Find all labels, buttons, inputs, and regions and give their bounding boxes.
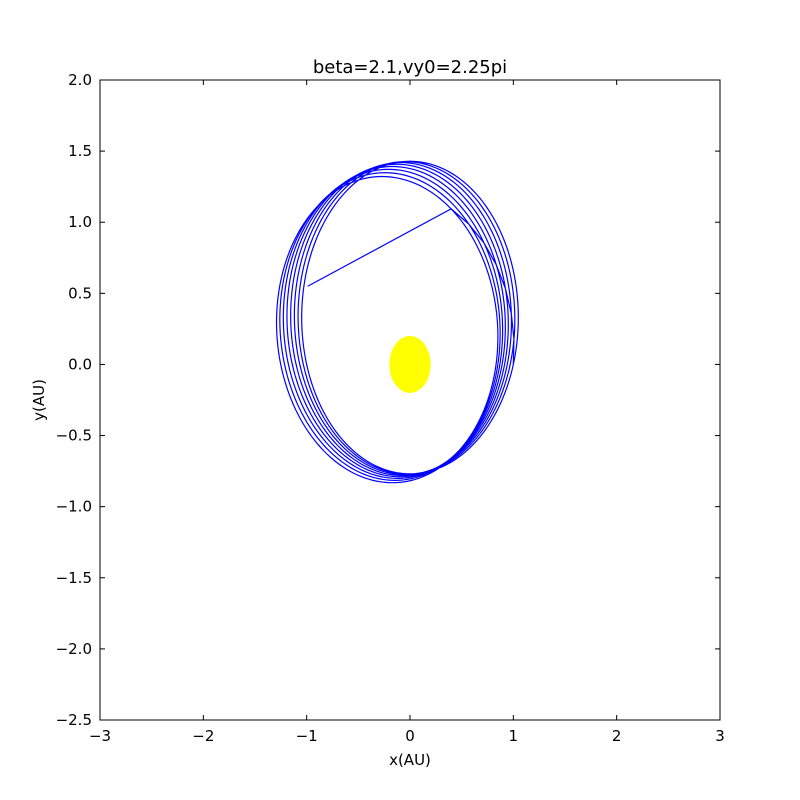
y-tick-label: 1.0 — [68, 213, 92, 231]
y-tick-label: 1.5 — [68, 142, 92, 160]
y-tick-label: −1.5 — [56, 569, 92, 587]
x-tick-label: −3 — [89, 727, 111, 745]
y-tick-label: −2.0 — [56, 640, 92, 658]
x-axis-ticks: −3 −2 −1 0 1 2 3 — [89, 80, 725, 745]
x-tick-label: 1 — [509, 727, 519, 745]
orbit-trajectory-line — [275, 160, 519, 484]
y-tick-label: −0.5 — [56, 427, 92, 445]
marker-layer — [389, 336, 431, 393]
x-tick-label: −2 — [192, 727, 214, 745]
x-tick-label: −1 — [296, 727, 318, 745]
y-tick-label: −1.0 — [56, 498, 92, 516]
y-tick-label: 0.5 — [68, 284, 92, 302]
chart-title: beta=2.1,vy0=2.25pi — [313, 57, 507, 78]
x-tick-label: 3 — [715, 727, 725, 745]
sun-marker — [389, 336, 431, 393]
series-layer — [275, 160, 519, 484]
plot-area — [275, 160, 519, 484]
x-tick-label: 0 — [405, 727, 415, 745]
y-axis-ticks: −2.5 −2.0 −1.5 −1.0 −0.5 0.0 0.5 1.0 1.5 2.0 — [56, 71, 720, 729]
x-axis-label: x(AU) — [389, 751, 431, 769]
x-tick-label: 2 — [612, 727, 622, 745]
y-tick-label: 2.0 — [68, 71, 92, 89]
y-axis-label: y(AU) — [30, 379, 48, 421]
y-tick-label: −2.5 — [56, 711, 92, 729]
y-tick-label: 0.0 — [68, 355, 92, 373]
